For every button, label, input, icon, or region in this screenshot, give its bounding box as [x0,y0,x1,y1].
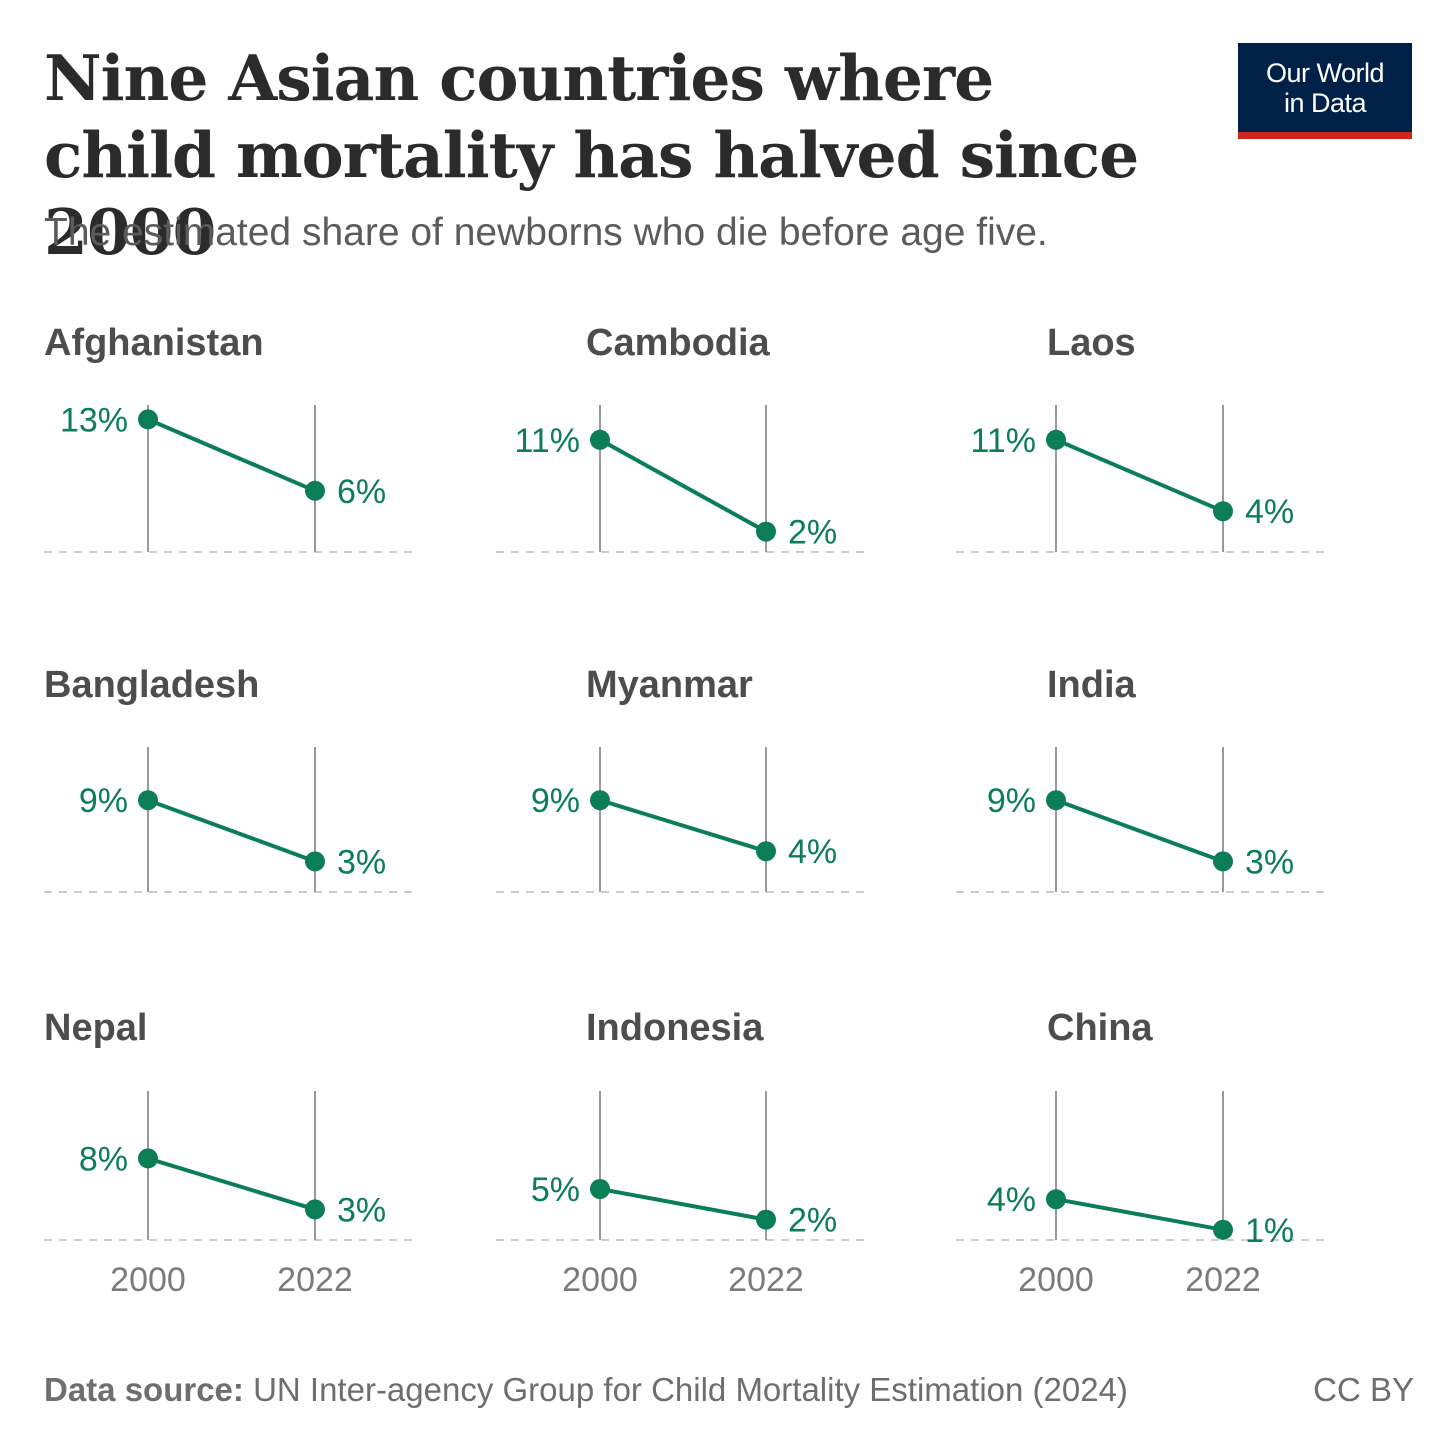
point-2022-china [1213,1219,1233,1240]
x-tick-label: 2000 [110,1261,186,1299]
point-2022-cambodia [756,521,776,542]
chart-subtitle: The estimated share of newborns who die … [44,211,1048,254]
series-line-cambodia [598,437,768,534]
value-label-2000-laos: 11% [970,422,1036,460]
point-2000-nepal [138,1148,158,1169]
point-2000-laos [1046,429,1066,450]
series-line-nepal [146,1156,317,1212]
value-label-2022-afghanistan: 6% [337,473,386,511]
series-line-myanmar [598,798,768,854]
panel-title-bangladesh: Bangladesh [44,664,259,706]
value-label-2000-afghanistan: 13% [60,401,128,439]
series-line-laos [1054,437,1225,514]
point-2022-myanmar [756,841,776,862]
value-label-2022-india: 3% [1245,843,1294,881]
logo-line-1: Our World [1265,57,1385,88]
value-label-2000-nepal: 8% [79,1140,128,1178]
point-2022-laos [1213,501,1233,522]
value-label-2000-bangladesh: 9% [79,782,128,820]
series-line-india [1054,798,1225,864]
panel-title-afghanistan: Afghanistan [44,322,264,364]
panel-title-laos: Laos [1047,322,1136,364]
point-2000-afghanistan [138,409,158,430]
point-2000-cambodia [590,429,610,450]
value-label-2022-myanmar: 4% [788,833,837,871]
value-label-2000-india: 9% [987,782,1036,820]
owid-logo[interactable]: Our World in Data [1238,43,1412,139]
panel-title-indonesia: Indonesia [586,1007,764,1049]
series-line-china [1054,1197,1225,1232]
point-2022-afghanistan [305,480,325,501]
value-label-2000-china: 4% [987,1181,1036,1219]
source-text[interactable]: UN Inter-agency Group for Child Mortalit… [253,1371,1128,1408]
panel-title-cambodia: Cambodia [586,322,771,364]
value-label-2022-laos: 4% [1245,493,1294,531]
panel-title-china: China [1047,1007,1153,1049]
x-tick-label: 2000 [1018,1261,1094,1299]
point-2000-bangladesh [138,790,158,811]
value-label-2022-bangladesh: 3% [337,843,386,881]
panel-title-myanmar: Myanmar [586,664,753,706]
panel-title-india: India [1047,664,1137,706]
logo-line-2: in Data [1283,87,1367,118]
value-label-2022-china: 1% [1245,1212,1294,1250]
series-line-bangladesh [146,798,317,864]
point-2022-bangladesh [305,851,325,872]
value-label-2000-indonesia: 5% [531,1171,580,1209]
panel-title-nepal: Nepal [44,1007,147,1049]
point-2022-indonesia [756,1209,776,1230]
x-tick-label: 2022 [1185,1261,1261,1299]
chart-title: Nine Asian countries where child mortali… [44,41,1139,269]
series-line-afghanistan [146,417,317,493]
point-2000-india [1046,790,1066,811]
x-tick-label: 2022 [277,1261,353,1299]
source-label: Data source: [44,1371,244,1408]
point-2000-indonesia [590,1179,610,1199]
point-2000-myanmar [590,790,610,811]
value-label-2000-myanmar: 9% [531,782,580,820]
license-link[interactable]: CC BY [1313,1371,1414,1408]
footer: Data source: UN Inter-agency Group for C… [44,1368,1414,1412]
x-tick-label: 2000 [562,1261,638,1299]
value-label-2022-indonesia: 2% [788,1202,837,1240]
point-2000-china [1046,1189,1066,1210]
x-tick-label: 2022 [728,1261,804,1299]
value-label-2022-nepal: 3% [337,1191,386,1229]
series-line-indonesia [598,1187,768,1222]
point-2022-nepal [305,1199,325,1220]
value-label-2000-cambodia: 11% [514,422,580,460]
point-2022-india [1213,851,1233,872]
value-label-2022-cambodia: 2% [788,514,837,552]
